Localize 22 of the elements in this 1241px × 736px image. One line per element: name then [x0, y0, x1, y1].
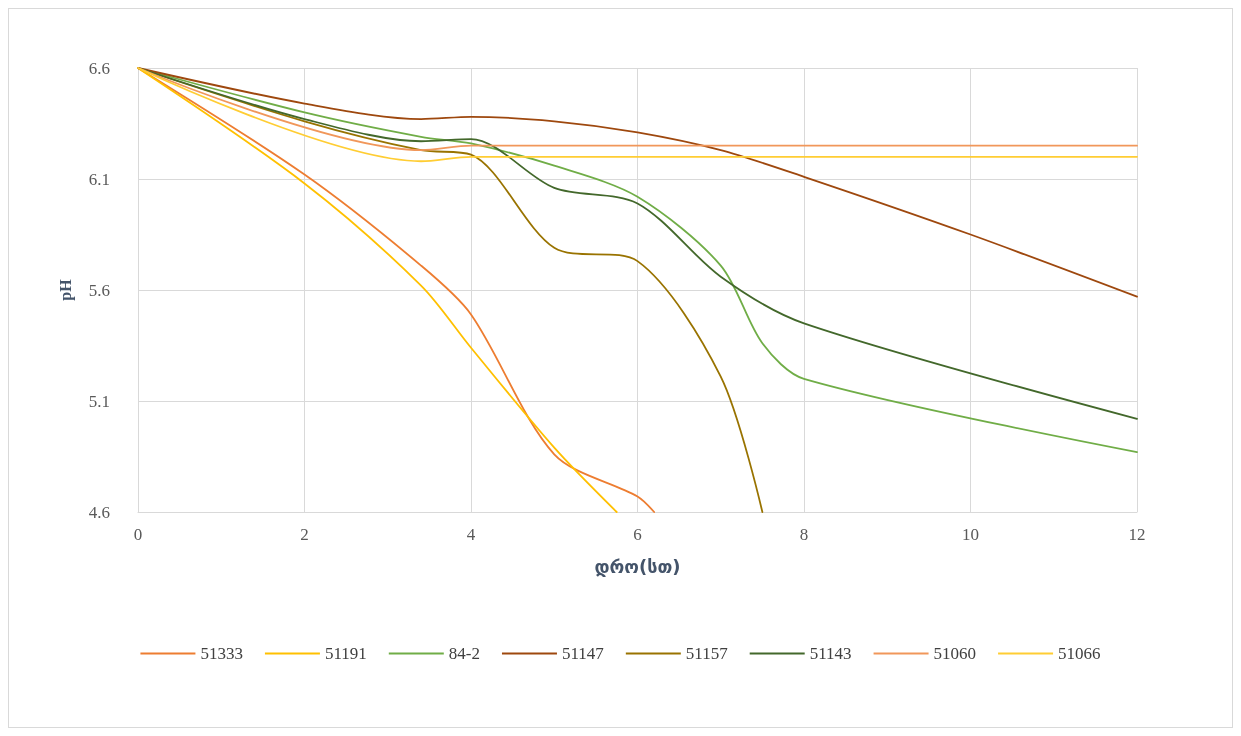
y-tick-label: 4.6 — [88, 502, 110, 522]
x-tick-label: 2 — [300, 525, 309, 544]
x-tick-label: 4 — [466, 525, 476, 544]
legend-label: 51143 — [809, 644, 852, 663]
x-tick-label: 10 — [962, 525, 979, 544]
y-tick-label: 6.6 — [88, 58, 110, 78]
legend-label: 51060 — [933, 644, 977, 663]
x-tick-label: 12 — [1128, 525, 1146, 544]
y-axis-title: pH — [56, 278, 75, 301]
y-tick-label: 5.1 — [88, 391, 110, 411]
x-tick-label: 6 — [633, 525, 642, 544]
legend-label: 51333 — [200, 644, 243, 663]
x-tick-label: 8 — [799, 525, 809, 544]
x-tick-label: 0 — [133, 525, 143, 544]
y-tick-label: 5.6 — [88, 280, 110, 300]
x-axis-title: დრო(სთ) — [594, 555, 681, 577]
legend-label: 51147 — [561, 644, 605, 663]
legend-label: 51066 — [1058, 644, 1101, 663]
legend-label: 51191 — [324, 644, 367, 663]
y-tick-label: 6.1 — [88, 169, 110, 189]
legend-label: 84-2 — [448, 644, 480, 663]
legend-label: 51157 — [685, 644, 729, 663]
